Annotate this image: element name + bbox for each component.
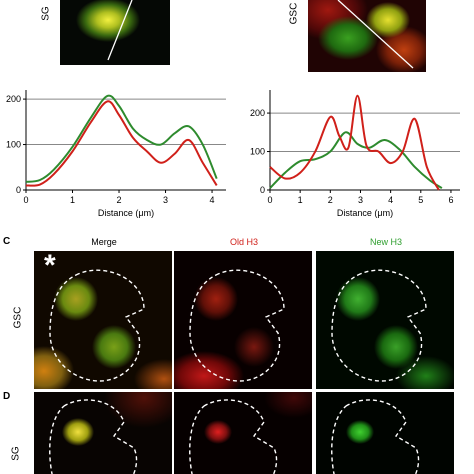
y-tick-label: 0 — [260, 185, 265, 195]
row-label-sg: SG — [10, 446, 22, 461]
sg-merge-image — [34, 392, 172, 474]
y-tick-label: 200 — [250, 108, 265, 118]
cell-outline — [331, 399, 420, 474]
gsc-new-h3-image — [316, 251, 454, 389]
x-tick-label: 2 — [117, 195, 122, 205]
column-title-new-h3: New H3 — [369, 237, 402, 247]
x-tick-label: 0 — [267, 195, 272, 205]
x-tick-label: 3 — [358, 195, 363, 205]
panel-letter-c: C — [3, 236, 11, 247]
cell-outline — [189, 269, 285, 382]
sg-new-h3-image — [316, 392, 454, 474]
x-tick-label: 4 — [210, 195, 215, 205]
hub-asterisk: * — [44, 251, 56, 282]
row-label-gsc: GSC — [12, 306, 24, 329]
column-title-merge: Merge — [91, 237, 117, 247]
column-title-old-h3: Old H3 — [229, 237, 258, 247]
cell-outline — [331, 269, 427, 382]
x-tick-label: 1 — [70, 195, 75, 205]
gsc-merge-image: * — [34, 251, 172, 389]
top-left-micrograph — [60, 0, 170, 65]
x-tick-label: 5 — [418, 195, 423, 205]
series-line-red — [269, 94, 440, 191]
cell-outline — [49, 269, 145, 382]
series-line-green — [25, 94, 218, 183]
y-tick-label: 100 — [6, 140, 21, 150]
series-line-red — [25, 100, 218, 187]
x-tick-label: 6 — [448, 195, 453, 205]
x-tick-label: 0 — [23, 195, 28, 205]
x-axis-label: Distance (μm) — [337, 208, 393, 218]
sg-old-h3-image — [174, 392, 312, 474]
profile-line-gsc — [337, 0, 414, 69]
y-tick-label: 0 — [16, 185, 21, 195]
top-right-micrograph — [308, 0, 426, 72]
x-tick-label: 1 — [298, 195, 303, 205]
line-chart-gsc: 0 100 200 0 1 2 3 4 5 6 Distance (μm) — [250, 90, 460, 218]
y-tick-label: 100 — [250, 147, 265, 157]
x-tick-label: 4 — [388, 195, 393, 205]
gsc-old-h3-image — [174, 251, 312, 389]
x-tick-label: 2 — [328, 195, 333, 205]
panel-letter-d: D — [3, 391, 11, 402]
top-left-label: SG — [40, 6, 52, 21]
x-tick-label: 3 — [163, 195, 168, 205]
y-tick-label: 200 — [6, 94, 21, 104]
series-line-green — [269, 131, 443, 189]
top-right-label: GSC — [288, 2, 300, 25]
line-chart-sg: 0 100 200 0 1 2 3 4 Distance (μm) — [6, 90, 226, 218]
cell-outline — [49, 399, 138, 474]
cell-outline — [189, 399, 278, 474]
profile-line — [107, 0, 133, 61]
x-axis-label: Distance (μm) — [98, 208, 154, 218]
